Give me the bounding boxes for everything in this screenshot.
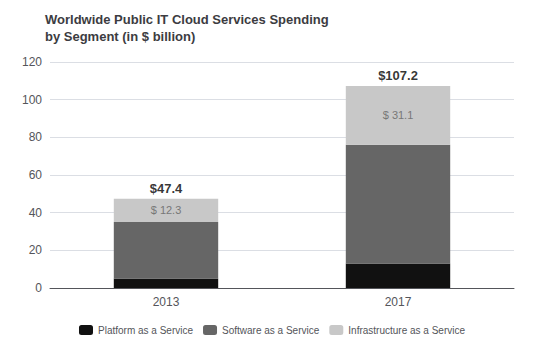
svg-text:by Segment (in $ billion): by Segment (in $ billion) <box>45 29 195 44</box>
svg-text:60: 60 <box>29 168 43 182</box>
svg-text:$ 31.1: $ 31.1 <box>383 109 414 121</box>
svg-text:100: 100 <box>22 93 42 107</box>
svg-text:40: 40 <box>29 206 43 220</box>
svg-text:80: 80 <box>29 130 43 144</box>
svg-text:$47.4: $47.4 <box>150 181 183 196</box>
svg-text:$ 12.3: $ 12.3 <box>151 204 182 216</box>
svg-text:Platform as a Service: Platform as a Service <box>98 325 193 336</box>
svg-text:120: 120 <box>22 55 42 69</box>
svg-text:0: 0 <box>35 281 42 295</box>
svg-text:2017: 2017 <box>385 295 412 309</box>
svg-text:Software as a Service: Software as a Service <box>222 325 320 336</box>
svg-text:Infrastructure as a Service: Infrastructure as a Service <box>348 325 465 336</box>
svg-text:Worldwide Public IT Cloud Serv: Worldwide Public IT Cloud Services Spend… <box>45 12 329 27</box>
svg-text:2013: 2013 <box>153 295 180 309</box>
svg-text:20: 20 <box>29 243 43 257</box>
svg-text:$107.2: $107.2 <box>378 68 418 83</box>
